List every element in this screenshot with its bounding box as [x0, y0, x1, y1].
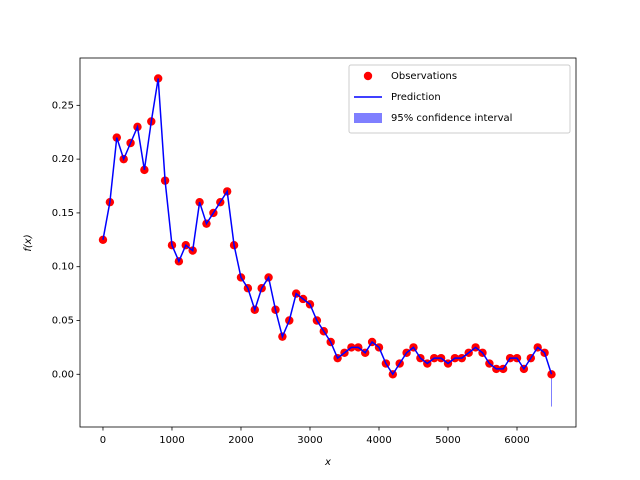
- y-tick-label: 0.05: [52, 315, 74, 326]
- x-tick-label: 5000: [435, 435, 460, 446]
- y-tick-label: 0.15: [52, 208, 74, 219]
- y-tick-label: 0.20: [52, 154, 74, 165]
- y-tick-label: 0.25: [52, 100, 74, 111]
- x-tick-label: 3000: [297, 435, 322, 446]
- legend-label: 95% confidence interval: [391, 113, 512, 124]
- x-tick-label: 6000: [504, 435, 529, 446]
- x-tick-label: 4000: [366, 435, 391, 446]
- prediction-line: [102, 78, 553, 376]
- x-tick-label: 0: [100, 435, 106, 446]
- y-tick-label: 0.00: [52, 369, 74, 380]
- y-tick-label: 0.10: [52, 262, 74, 273]
- legend-patch: [354, 113, 382, 123]
- legend-label: Prediction: [391, 92, 441, 103]
- x-axis-label: x: [324, 457, 331, 468]
- y-axis-label: f(x): [23, 234, 34, 251]
- legend-box: [348, 64, 571, 134]
- legend-label: Observations: [391, 71, 457, 82]
- x-tick-label: 1000: [159, 435, 184, 446]
- legend-marker: [363, 71, 373, 81]
- plot-frame: [79, 57, 577, 428]
- x-tick-label: 2000: [228, 435, 253, 446]
